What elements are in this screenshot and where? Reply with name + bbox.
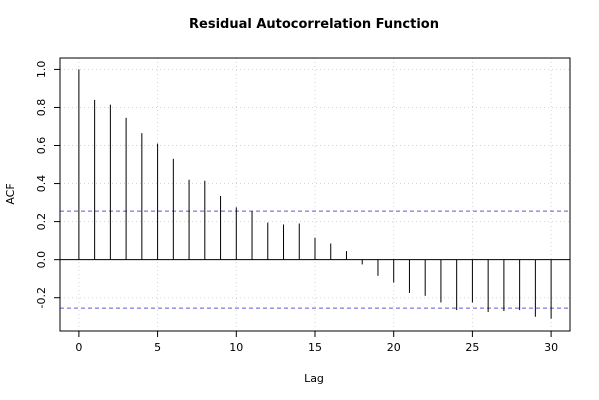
y-tick-label: 0.4 bbox=[35, 175, 48, 193]
acf-bars bbox=[60, 69, 570, 319]
y-axis: -0.2 0.0 0.2 0.4 0.6 0.8 1.0 bbox=[35, 61, 60, 308]
x-axis: 0 5 10 15 20 25 30 bbox=[75, 331, 558, 354]
y-tick-label: 0.2 bbox=[35, 213, 48, 231]
x-tick-label: 15 bbox=[308, 341, 322, 354]
y-tick-label: 0.0 bbox=[35, 251, 48, 269]
x-tick-label: 30 bbox=[544, 341, 558, 354]
confidence-bounds bbox=[60, 210, 570, 309]
x-tick-label: 25 bbox=[465, 341, 479, 354]
y-tick-label: 0.6 bbox=[35, 137, 48, 155]
chart-title: Residual Autocorrelation Function bbox=[189, 17, 439, 32]
grid bbox=[60, 58, 570, 331]
x-axis-label: Lag bbox=[304, 372, 324, 385]
x-tick-label: 5 bbox=[154, 341, 161, 354]
x-tick-label: 10 bbox=[229, 341, 243, 354]
y-tick-label: 1.0 bbox=[35, 61, 48, 79]
x-tick-label: 20 bbox=[387, 341, 401, 354]
y-tick-label: 0.8 bbox=[35, 99, 48, 117]
x-tick-label: 0 bbox=[75, 341, 82, 354]
y-axis-label: ACF bbox=[4, 183, 17, 204]
y-tick-label: -0.2 bbox=[35, 287, 48, 308]
